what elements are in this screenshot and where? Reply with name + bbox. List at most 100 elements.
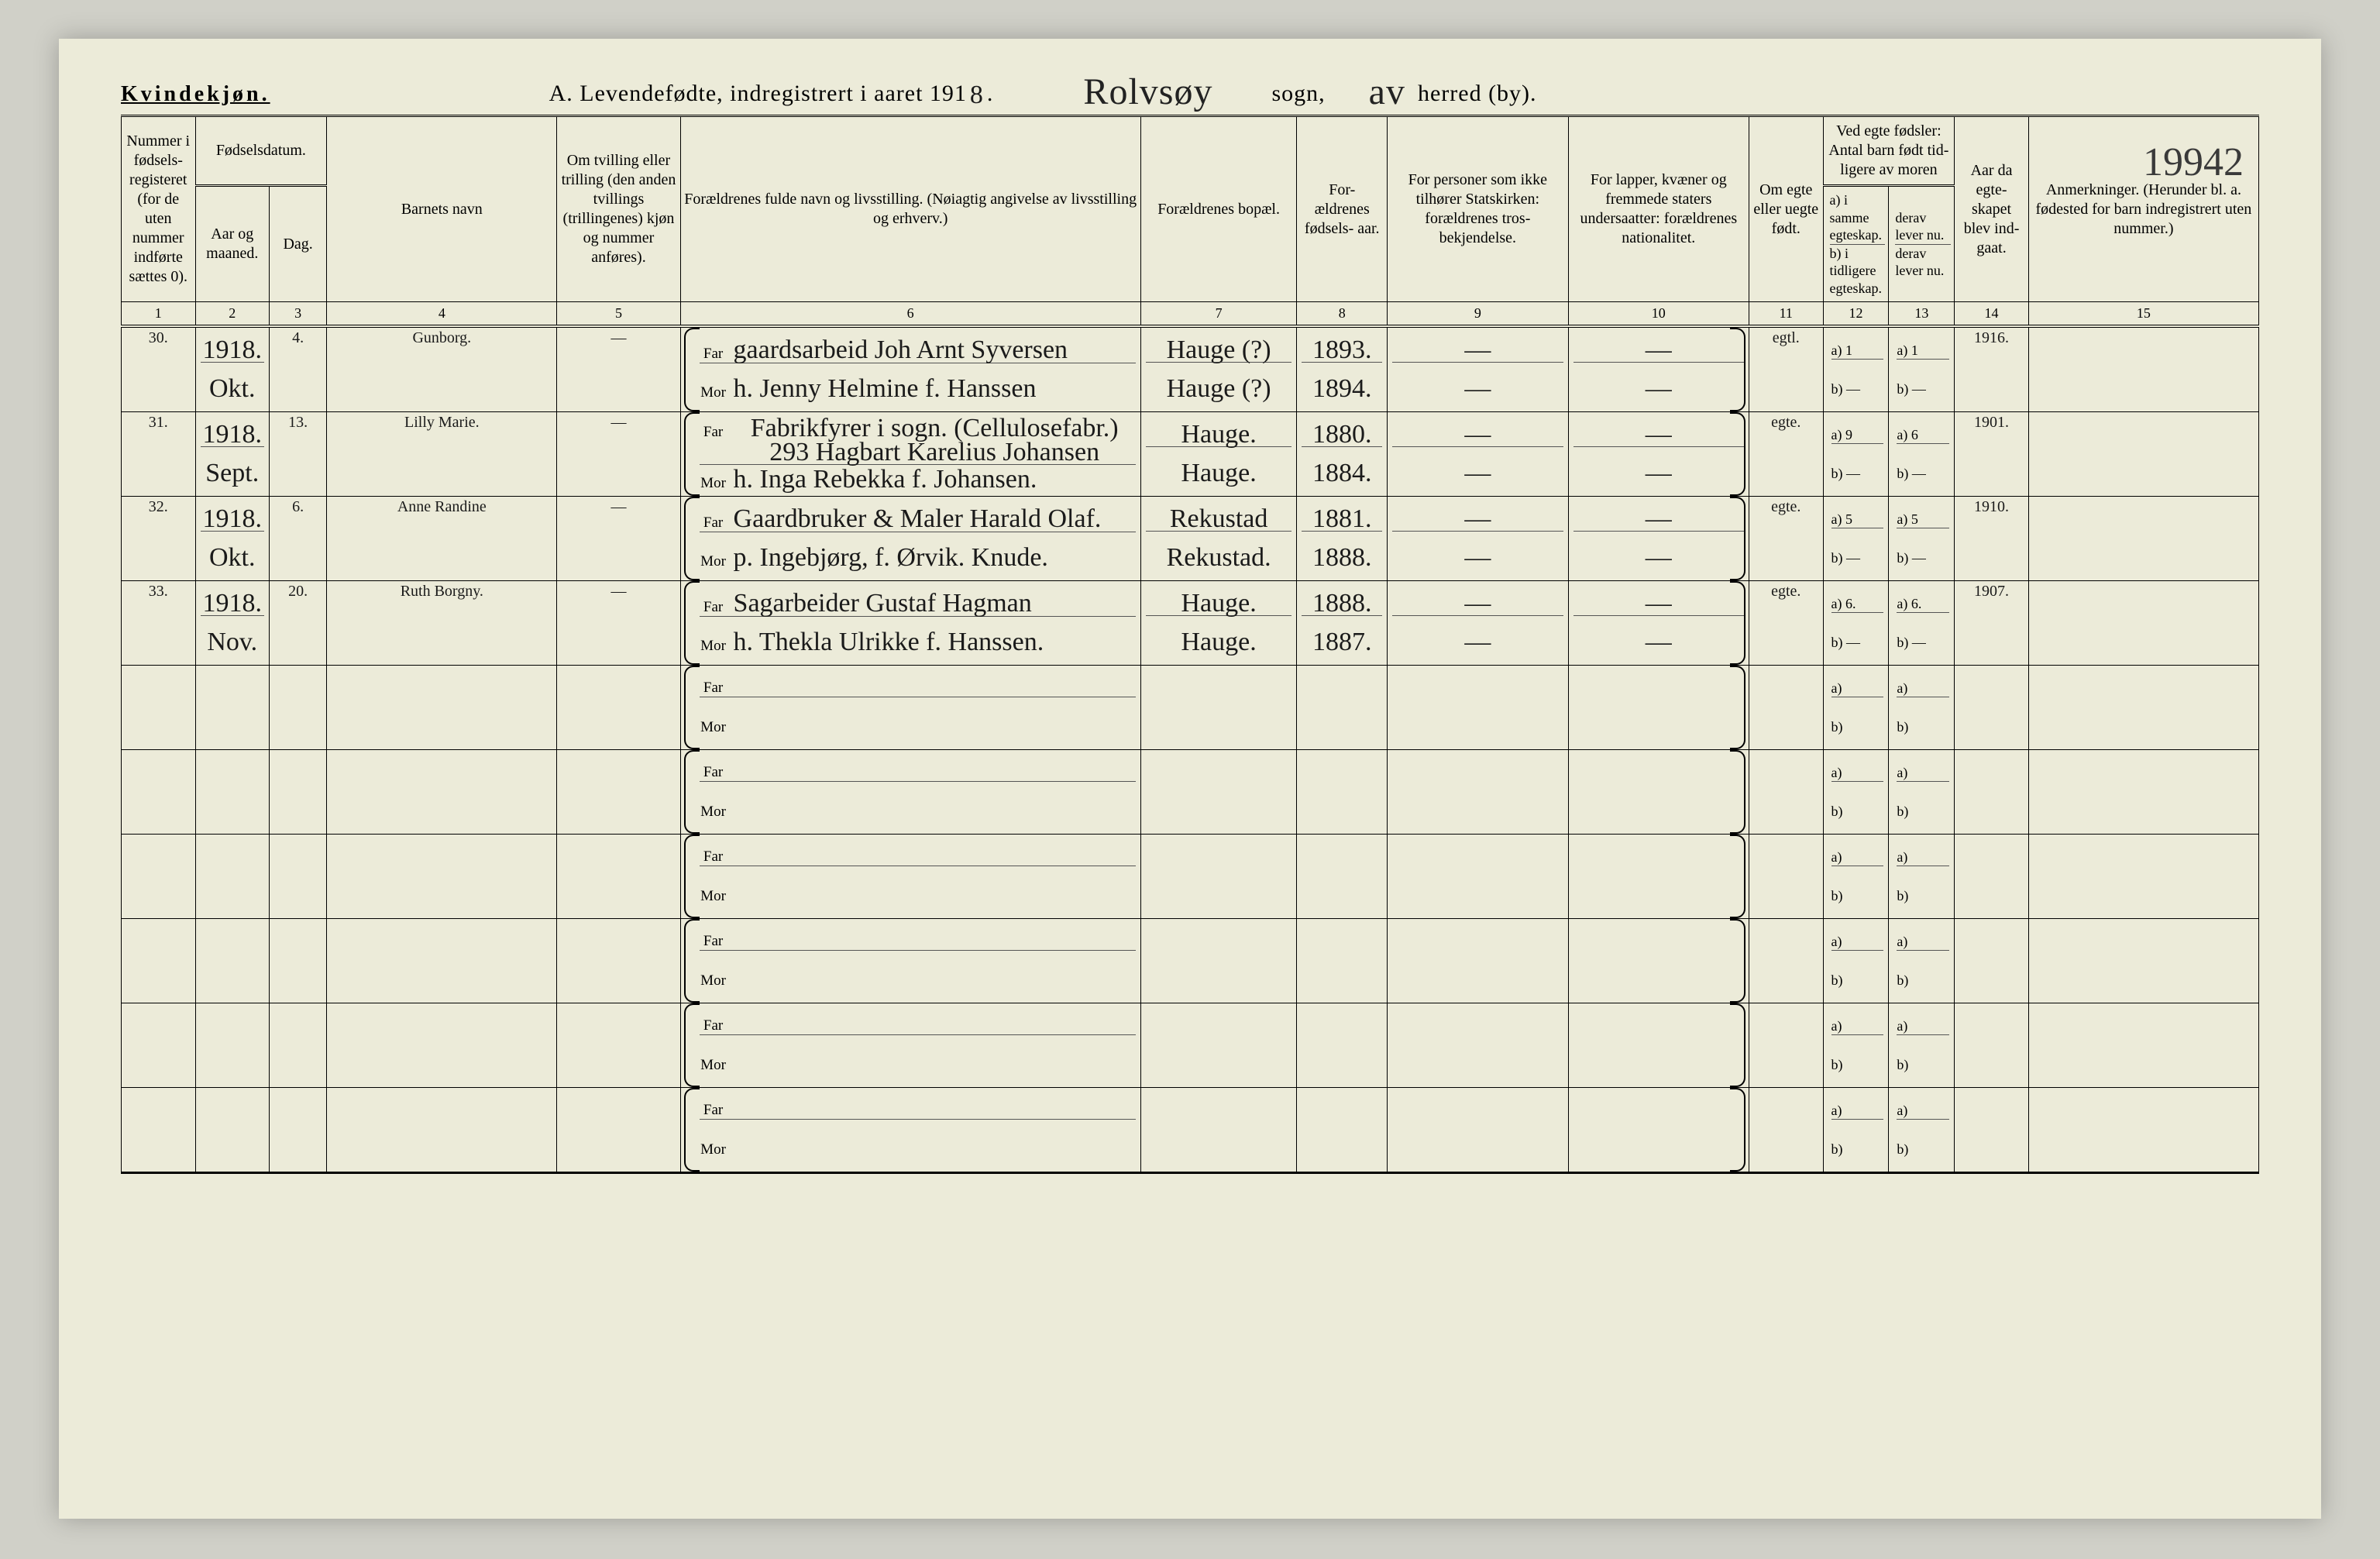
table-row: Far Mor a) b) a) b) xyxy=(122,666,2259,750)
child-name: Gunborg. xyxy=(327,326,557,412)
ledger-table: Nummer i fødsels- registeret (for de ute… xyxy=(121,115,2259,1174)
twin-cell xyxy=(557,835,680,919)
parents-cell: Far Mor xyxy=(680,750,1140,835)
entry-number xyxy=(122,1003,196,1088)
prev-children-cell: a) b) xyxy=(1823,666,1889,750)
nationality-cell xyxy=(1568,1003,1749,1088)
confession-cell: —— xyxy=(1388,412,1568,497)
col-11-header: Om egte eller uegte født. xyxy=(1749,116,1824,302)
residence-cell xyxy=(1140,835,1297,919)
living-children-cell: a) b) xyxy=(1889,835,1955,919)
far-label: Far xyxy=(700,680,727,697)
marriage-year-cell xyxy=(1955,1003,2029,1088)
colnum-7: 7 xyxy=(1140,302,1297,327)
nationality-cell xyxy=(1568,1088,1749,1173)
marriage-year-cell: 1910. xyxy=(1955,497,2029,581)
title-period: . xyxy=(987,81,994,107)
col-13-header: derav lever nu. derav lever nu. xyxy=(1889,186,1955,302)
prev-children-cell: a) 1b) — xyxy=(1823,326,1889,412)
child-name xyxy=(327,835,557,919)
child-name xyxy=(327,750,557,835)
remarks-cell xyxy=(2028,412,2258,497)
mor-label: Mor xyxy=(700,638,727,655)
far-label: Far xyxy=(700,1102,727,1119)
living-children-cell: a) b) xyxy=(1889,1088,1955,1173)
legitimacy-cell xyxy=(1749,750,1824,835)
col-2a-header: Aar og maaned. xyxy=(195,186,270,302)
remarks-cell xyxy=(2028,497,2258,581)
birth-year-month xyxy=(195,1088,270,1173)
marriage-year-cell xyxy=(1955,750,2029,835)
col-2b-header: Dag. xyxy=(270,186,327,302)
colnum-8: 8 xyxy=(1297,302,1388,327)
twin-cell xyxy=(557,1088,680,1173)
prev-children-cell: a) b) xyxy=(1823,1088,1889,1173)
living-children-cell: a) b) xyxy=(1889,1003,1955,1088)
nationality-cell: —— xyxy=(1568,412,1749,497)
remarks-cell xyxy=(2028,326,2258,412)
col-14-header: Aar da egte- skapet blev ind- gaat. xyxy=(1955,116,2029,302)
colnum-5: 5 xyxy=(557,302,680,327)
birth-day: 4. xyxy=(270,326,327,412)
entry-number xyxy=(122,835,196,919)
parents-cell: FarMor xyxy=(680,835,1140,919)
marriage-year-cell: 1907. xyxy=(1955,581,2029,666)
mor-value: h. Inga Rebekka f. Johansen. xyxy=(734,468,1037,492)
nationality-cell: —— xyxy=(1568,326,1749,412)
child-name xyxy=(327,919,557,1003)
col-2-header-top: Fødselsdatum. xyxy=(195,116,327,186)
mor-label: Mor xyxy=(700,804,727,821)
col-12-13-header-top: Ved egte fødsler: Antal barn født tid- l… xyxy=(1823,116,1955,186)
mor-value: h. Jenny Helmine f. Hanssen xyxy=(734,377,1037,401)
mor-label: Mor xyxy=(700,384,727,401)
living-children-cell: a) b) xyxy=(1889,666,1955,750)
mor-label: Mor xyxy=(700,719,727,736)
table-row: FarMora) b) a) b) xyxy=(122,835,2259,919)
living-children-cell: a) 1b) — xyxy=(1889,326,1955,412)
far-label: Far xyxy=(700,933,727,950)
gender-label: Kvindekjøn. xyxy=(121,82,270,107)
residence-cell xyxy=(1140,1088,1297,1173)
far-value: Fabrikfyrer i sogn. (Cellulosefabr.) 293… xyxy=(734,417,1136,464)
confession-cell: —— xyxy=(1388,326,1568,412)
nationality-cell xyxy=(1568,666,1749,750)
col-12a-label: a) i samme egteskap. xyxy=(1830,191,1886,245)
living-children-cell: a) 5b) — xyxy=(1889,497,1955,581)
far-label: Far xyxy=(700,764,727,781)
residence-cell xyxy=(1140,750,1297,835)
parent-birthyear-cell: 1880.1884. xyxy=(1297,412,1388,497)
col-5-header: Om tvilling eller trilling (den anden tv… xyxy=(557,116,680,302)
parent-birthyear-cell xyxy=(1297,666,1388,750)
colnum-1: 1 xyxy=(122,302,196,327)
residence-cell: RekustadRekustad. xyxy=(1140,497,1297,581)
mor-label: Mor xyxy=(700,553,727,570)
child-name xyxy=(327,666,557,750)
marriage-year-cell: 1916. xyxy=(1955,326,2029,412)
birth-day: 13. xyxy=(270,412,327,497)
entry-number: 31. xyxy=(122,412,196,497)
legitimacy-cell xyxy=(1749,835,1824,919)
birth-year-month: 1918.Sept. xyxy=(195,412,270,497)
parent-birthyear-cell xyxy=(1297,1003,1388,1088)
parents-cell: FarMor xyxy=(680,1088,1140,1173)
twin-cell xyxy=(557,1003,680,1088)
remarks-cell xyxy=(2028,1003,2258,1088)
sogn-handwritten: Rolvsøy xyxy=(1077,77,1219,107)
entry-number: 33. xyxy=(122,581,196,666)
col-13b-label: derav lever nu. xyxy=(1895,245,1951,280)
colnum-14: 14 xyxy=(1955,302,2029,327)
confession-cell xyxy=(1388,750,1568,835)
nationality-cell: —— xyxy=(1568,581,1749,666)
birth-year-month: 1918.Okt. xyxy=(195,497,270,581)
remarks-cell xyxy=(2028,750,2258,835)
twin-cell: — xyxy=(557,581,680,666)
mor-value: h. Thekla Ulrikke f. Hanssen. xyxy=(734,631,1044,655)
col-1-header: Nummer i fødsels- registeret (for de ute… xyxy=(122,116,196,302)
marriage-year-cell xyxy=(1955,1088,2029,1173)
title-line: A. Levendefødte, indregistrert i aaret 1… xyxy=(549,77,1537,107)
table-body: 30.1918.Okt.4.Gunborg.—Fargaardsarbeid J… xyxy=(122,326,2259,1173)
legitimacy-cell: egtl. xyxy=(1749,326,1824,412)
entry-number xyxy=(122,750,196,835)
far-label: Far xyxy=(700,848,727,866)
prev-children-cell: a) b) xyxy=(1823,750,1889,835)
